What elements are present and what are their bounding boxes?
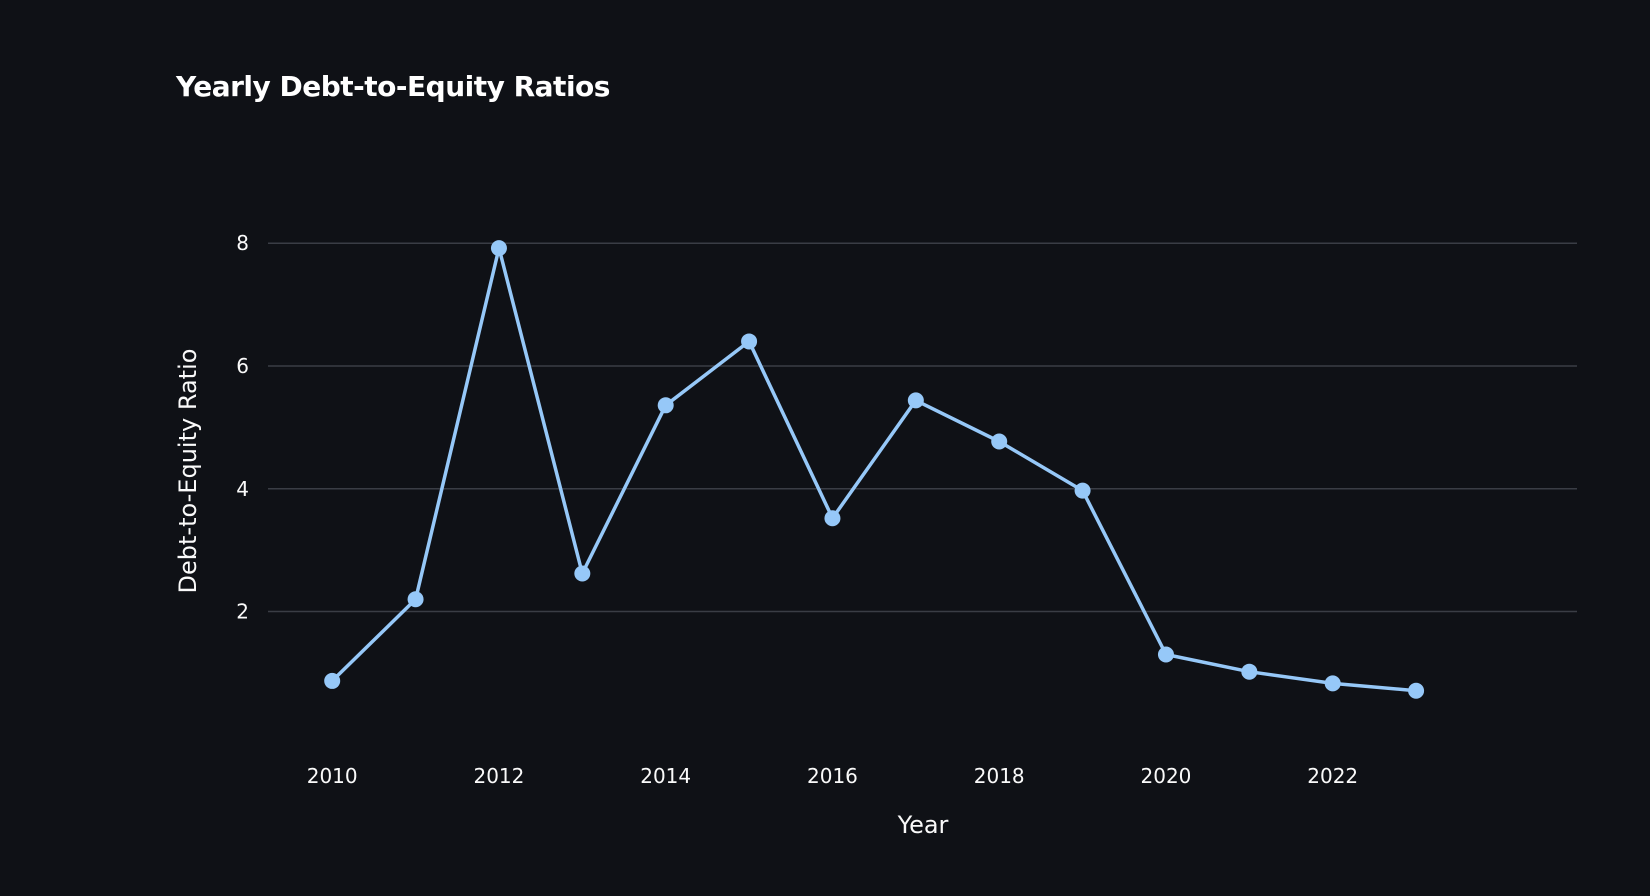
data-point-2021[interactable] <box>1241 663 1258 680</box>
y-tick-label-8: 8 <box>236 231 249 255</box>
x-tick-label-2012: 2012 <box>473 764 524 788</box>
x-tick-label-2018: 2018 <box>974 764 1025 788</box>
data-point-2018[interactable] <box>991 433 1008 450</box>
x-tick-label-2014: 2014 <box>640 764 691 788</box>
data-point-2015[interactable] <box>741 333 758 350</box>
data-point-2010[interactable] <box>324 672 341 689</box>
series-line <box>330 246 1418 693</box>
data-point-2012[interactable] <box>490 240 507 257</box>
data-point-2020[interactable] <box>1157 646 1174 663</box>
series-debt-to-equity <box>324 240 1425 699</box>
x-axis-ticks: 2010 2012 2014 2016 2018 2020 2022 <box>307 764 1358 788</box>
data-point-2011[interactable] <box>407 591 424 608</box>
y-tick-label-6: 6 <box>236 354 249 378</box>
x-tick-label-2016: 2016 <box>807 764 858 788</box>
data-point-2013[interactable] <box>574 565 591 582</box>
data-point-2014[interactable] <box>657 397 674 414</box>
data-point-2022[interactable] <box>1324 675 1341 692</box>
y-tick-label-2: 2 <box>236 600 249 624</box>
x-tick-label-2022: 2022 <box>1307 764 1358 788</box>
chart-title: Yearly Debt-to-Equity Ratios <box>176 70 610 103</box>
gridlines <box>268 242 1577 613</box>
x-axis-title: Year <box>897 811 949 839</box>
y-axis-title: Debt-to-Equity Ratio <box>174 349 202 594</box>
x-tick-label-2010: 2010 <box>307 764 358 788</box>
x-tick-label-2020: 2020 <box>1141 764 1192 788</box>
y-tick-label-4: 4 <box>236 477 249 501</box>
data-point-2017[interactable] <box>907 392 924 409</box>
data-point-2023[interactable] <box>1408 682 1425 699</box>
y-axis-ticks: 2 4 6 8 <box>236 231 249 623</box>
data-point-2019[interactable] <box>1074 482 1091 499</box>
data-point-2016[interactable] <box>824 510 841 527</box>
